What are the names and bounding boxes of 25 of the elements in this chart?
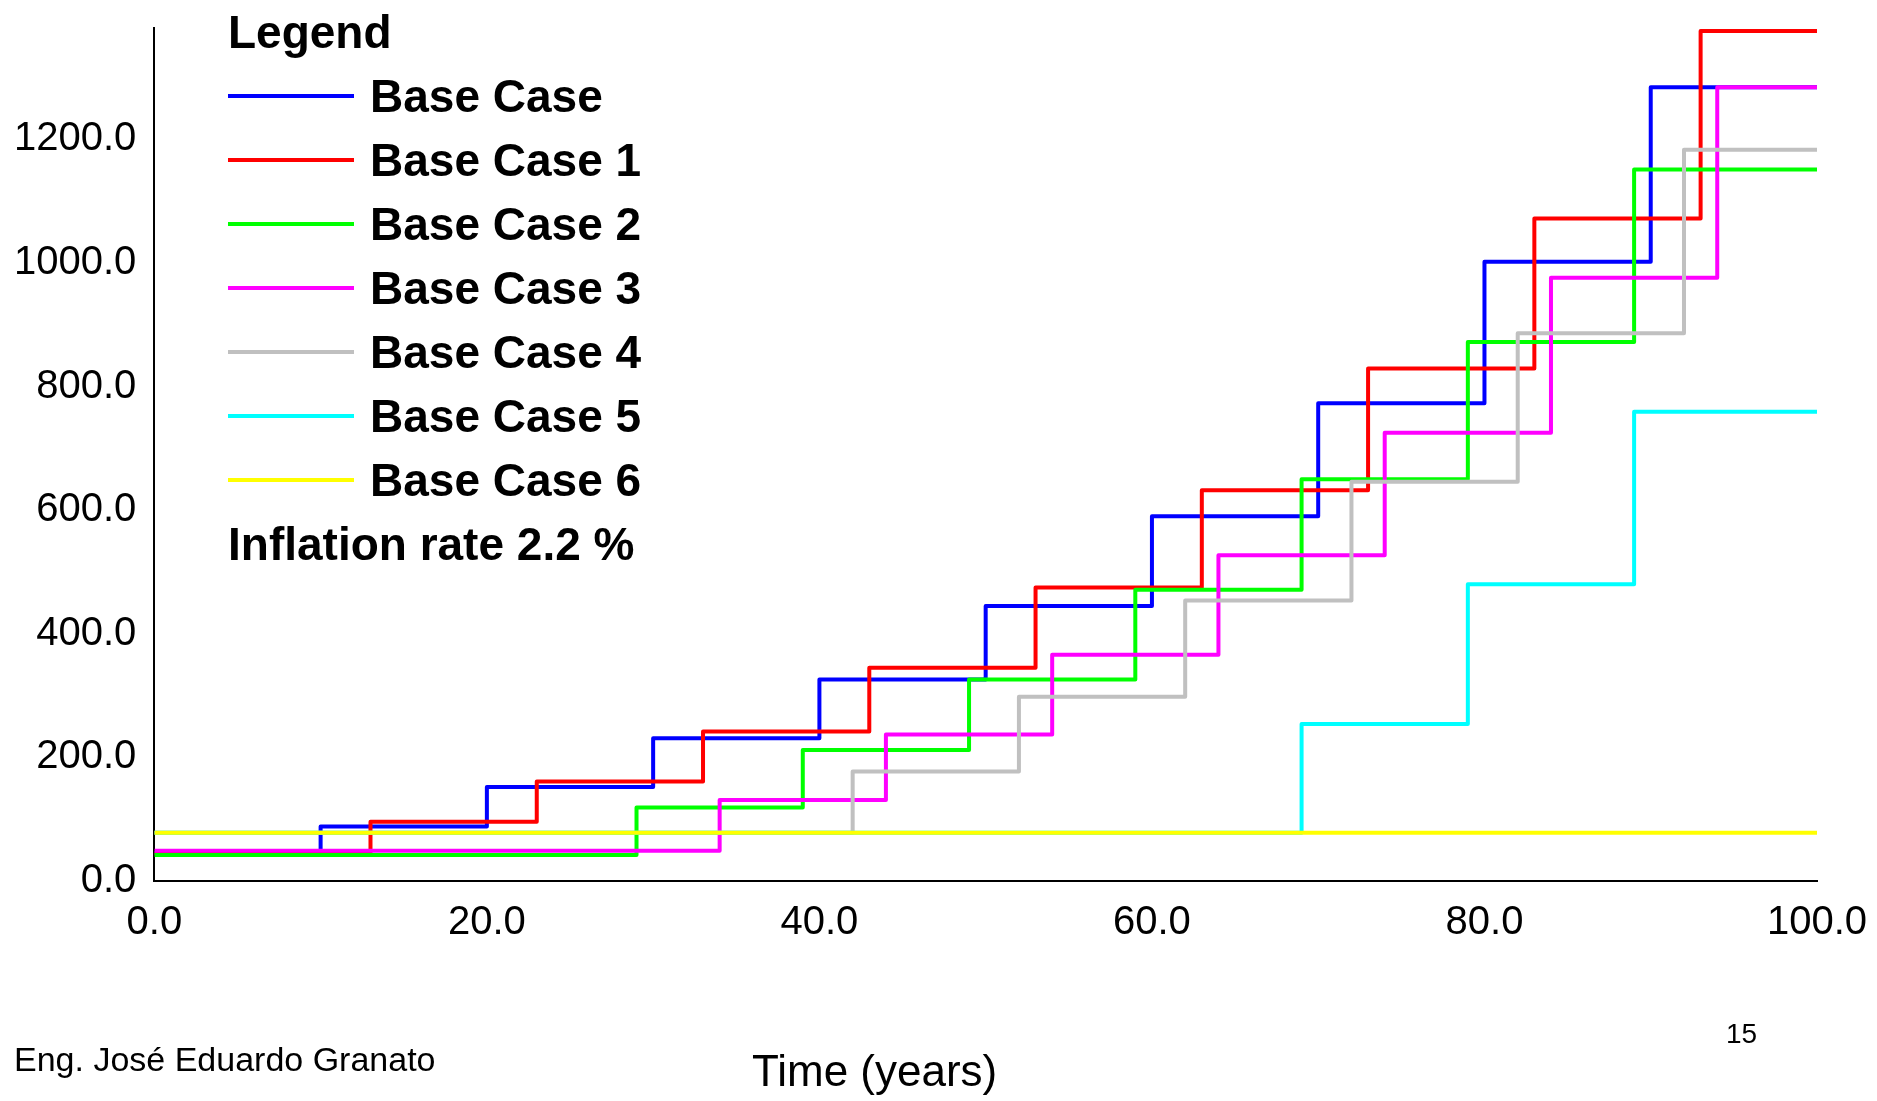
y-tick-label: 200.0 (36, 732, 137, 777)
legend-label: Base Case 3 (370, 261, 642, 316)
x-tick-label: 100.0 (1766, 898, 1868, 943)
text: 15 (1726, 1018, 1758, 1050)
y-tick-label: 800.0 (36, 361, 137, 406)
y-tick-label: 0.0 (80, 856, 137, 901)
x-tick-label: 40.0 (780, 898, 859, 943)
y-tick-label: 1200.0 (14, 114, 137, 159)
y-tick-label: 400.0 (36, 608, 137, 653)
legend-label: Base Case 1 (370, 133, 642, 188)
legend-label: Base Case (370, 69, 603, 124)
annotation: Inflation rate 2.2 % (228, 517, 636, 572)
x-tick-label: 60.0 (1113, 898, 1191, 943)
legend-label: Base Case 2 (370, 197, 642, 252)
text: Eng. José Eduardo Granato (14, 1040, 436, 1079)
x-axis-title: Time (years) (752, 1046, 998, 1096)
y-tick-label: 600.0 (36, 485, 137, 530)
x-tick-label: 20.0 (447, 898, 526, 943)
legend-label: Base Case 6 (370, 453, 642, 508)
legend-label: Base Case 5 (370, 389, 642, 444)
x-tick-label: 80.0 (1445, 898, 1524, 943)
y-tick-label: 1000.0 (14, 237, 137, 282)
legend-title: Legend (228, 5, 393, 60)
legend-label: Base Case 4 (370, 325, 642, 380)
x-tick-label: 0.0 (126, 898, 183, 943)
